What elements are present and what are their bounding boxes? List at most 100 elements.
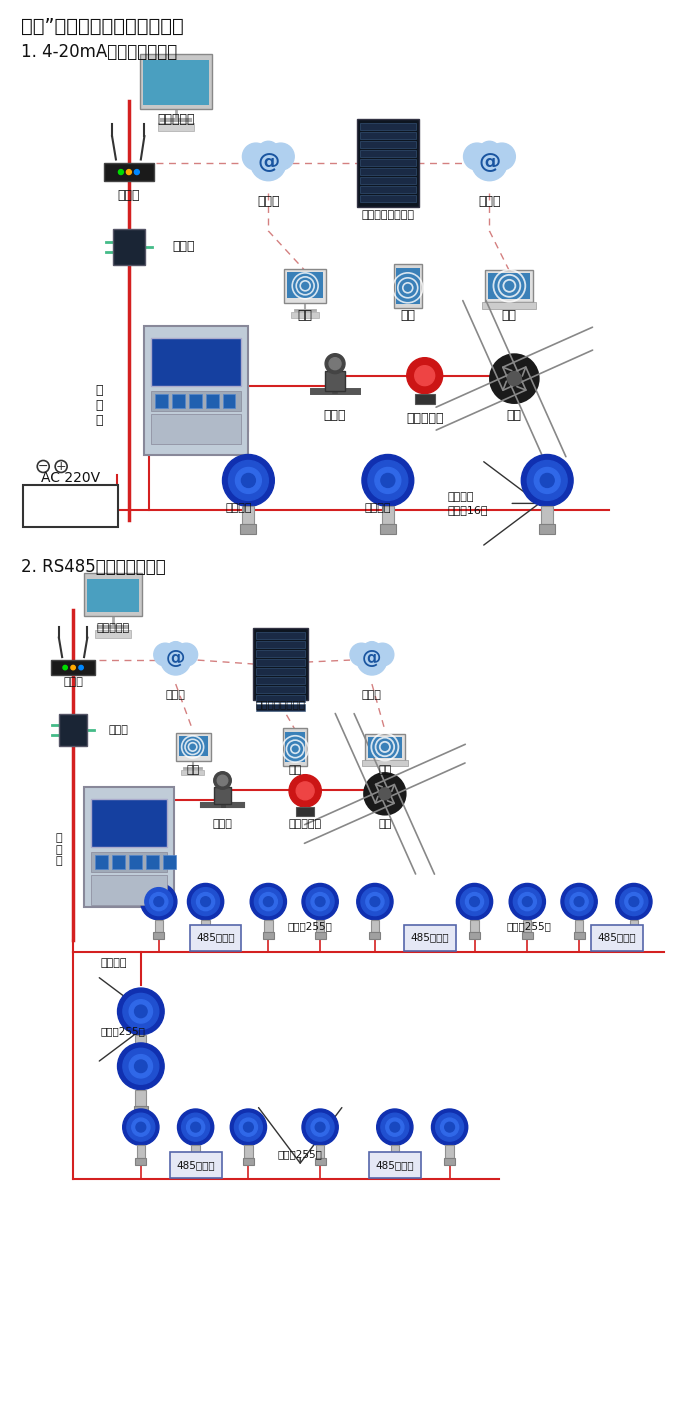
FancyBboxPatch shape [190, 924, 242, 951]
Circle shape [456, 884, 493, 920]
FancyBboxPatch shape [360, 159, 416, 166]
Circle shape [329, 357, 341, 370]
FancyBboxPatch shape [95, 630, 131, 639]
Text: 电磁阀: 电磁阀 [213, 819, 232, 829]
Circle shape [522, 454, 573, 507]
Circle shape [250, 884, 286, 920]
Text: 转换器: 转换器 [173, 241, 195, 253]
Circle shape [230, 1109, 267, 1145]
FancyBboxPatch shape [360, 186, 416, 193]
FancyBboxPatch shape [188, 394, 202, 408]
FancyBboxPatch shape [256, 632, 305, 639]
Circle shape [190, 1123, 200, 1133]
Circle shape [182, 1113, 209, 1141]
FancyBboxPatch shape [95, 854, 108, 868]
Text: 电磁阀: 电磁阀 [324, 409, 346, 422]
Circle shape [167, 642, 185, 660]
Circle shape [130, 1000, 153, 1023]
Circle shape [368, 460, 408, 501]
Circle shape [217, 775, 228, 785]
Circle shape [386, 1119, 404, 1137]
FancyBboxPatch shape [113, 229, 145, 265]
FancyBboxPatch shape [482, 301, 536, 308]
Circle shape [239, 1119, 258, 1137]
FancyBboxPatch shape [150, 414, 242, 443]
Circle shape [466, 892, 484, 910]
Circle shape [254, 888, 282, 916]
FancyBboxPatch shape [140, 55, 211, 110]
FancyBboxPatch shape [291, 312, 319, 318]
Text: 转换器: 转换器 [109, 725, 129, 734]
Circle shape [134, 1005, 147, 1017]
FancyBboxPatch shape [153, 933, 164, 940]
Text: AC 220V: AC 220V [41, 471, 99, 485]
Text: 可连接255台: 可连接255台 [101, 1026, 146, 1037]
Circle shape [150, 892, 168, 910]
Circle shape [379, 788, 391, 799]
FancyBboxPatch shape [129, 854, 142, 868]
Text: 手机: 手机 [400, 310, 415, 322]
Circle shape [407, 357, 442, 394]
FancyBboxPatch shape [284, 269, 326, 303]
Circle shape [325, 353, 345, 374]
Circle shape [463, 144, 491, 170]
FancyBboxPatch shape [181, 770, 204, 775]
Circle shape [228, 460, 268, 501]
Text: 信号输出: 信号输出 [365, 504, 391, 514]
Text: @: @ [362, 649, 382, 668]
Text: 路由器: 路由器 [118, 189, 140, 201]
Text: 可连接16个: 可连接16个 [447, 505, 488, 515]
Text: 安帕尔网络服务器: 安帕尔网络服务器 [361, 210, 414, 219]
FancyBboxPatch shape [244, 1145, 253, 1158]
Text: 可连接255台: 可连接255台 [507, 922, 552, 931]
Text: 大众”系列带显示固定式检测仪: 大众”系列带显示固定式检测仪 [21, 17, 184, 37]
Circle shape [258, 141, 279, 163]
Text: 485中继器: 485中继器 [410, 933, 449, 943]
FancyBboxPatch shape [136, 1089, 146, 1106]
Circle shape [315, 896, 325, 906]
Text: 信号输出: 信号输出 [225, 504, 252, 514]
Circle shape [513, 888, 541, 916]
Circle shape [518, 892, 536, 910]
Circle shape [534, 467, 560, 494]
Circle shape [55, 460, 67, 473]
Circle shape [350, 643, 373, 666]
Circle shape [522, 896, 532, 906]
Text: 485中继器: 485中继器 [375, 1161, 414, 1171]
FancyBboxPatch shape [575, 920, 583, 933]
Circle shape [357, 884, 393, 920]
Text: 风机: 风机 [378, 819, 391, 829]
FancyBboxPatch shape [155, 920, 163, 933]
Circle shape [431, 1109, 468, 1145]
Text: @: @ [478, 152, 500, 172]
Circle shape [472, 145, 507, 180]
Text: @: @ [166, 649, 186, 668]
Circle shape [178, 1109, 214, 1145]
Circle shape [365, 774, 405, 815]
Text: 单机版电脑: 单机版电脑 [97, 623, 130, 633]
Text: 信号输出: 信号输出 [447, 492, 474, 502]
Circle shape [375, 467, 401, 494]
Circle shape [71, 666, 76, 670]
Circle shape [289, 775, 321, 808]
Text: 安帕尔网络服务器: 安帕尔网络服务器 [256, 699, 305, 709]
Text: 2. RS485信号连接系统图: 2. RS485信号连接系统图 [21, 559, 166, 577]
Circle shape [489, 144, 515, 170]
FancyBboxPatch shape [256, 704, 305, 711]
Circle shape [223, 454, 274, 507]
FancyBboxPatch shape [155, 394, 168, 408]
FancyBboxPatch shape [360, 167, 416, 174]
Circle shape [629, 896, 638, 906]
Text: 路由器: 路由器 [63, 677, 83, 687]
FancyBboxPatch shape [380, 525, 395, 535]
FancyBboxPatch shape [134, 1051, 148, 1059]
Text: 互联网: 互联网 [166, 689, 186, 701]
FancyBboxPatch shape [223, 394, 235, 408]
FancyBboxPatch shape [325, 370, 345, 391]
Circle shape [306, 888, 334, 916]
Text: 互联网: 互联网 [362, 689, 382, 701]
Circle shape [141, 884, 177, 920]
FancyBboxPatch shape [360, 151, 416, 158]
Circle shape [118, 988, 164, 1034]
Text: 风机: 风机 [507, 409, 522, 422]
